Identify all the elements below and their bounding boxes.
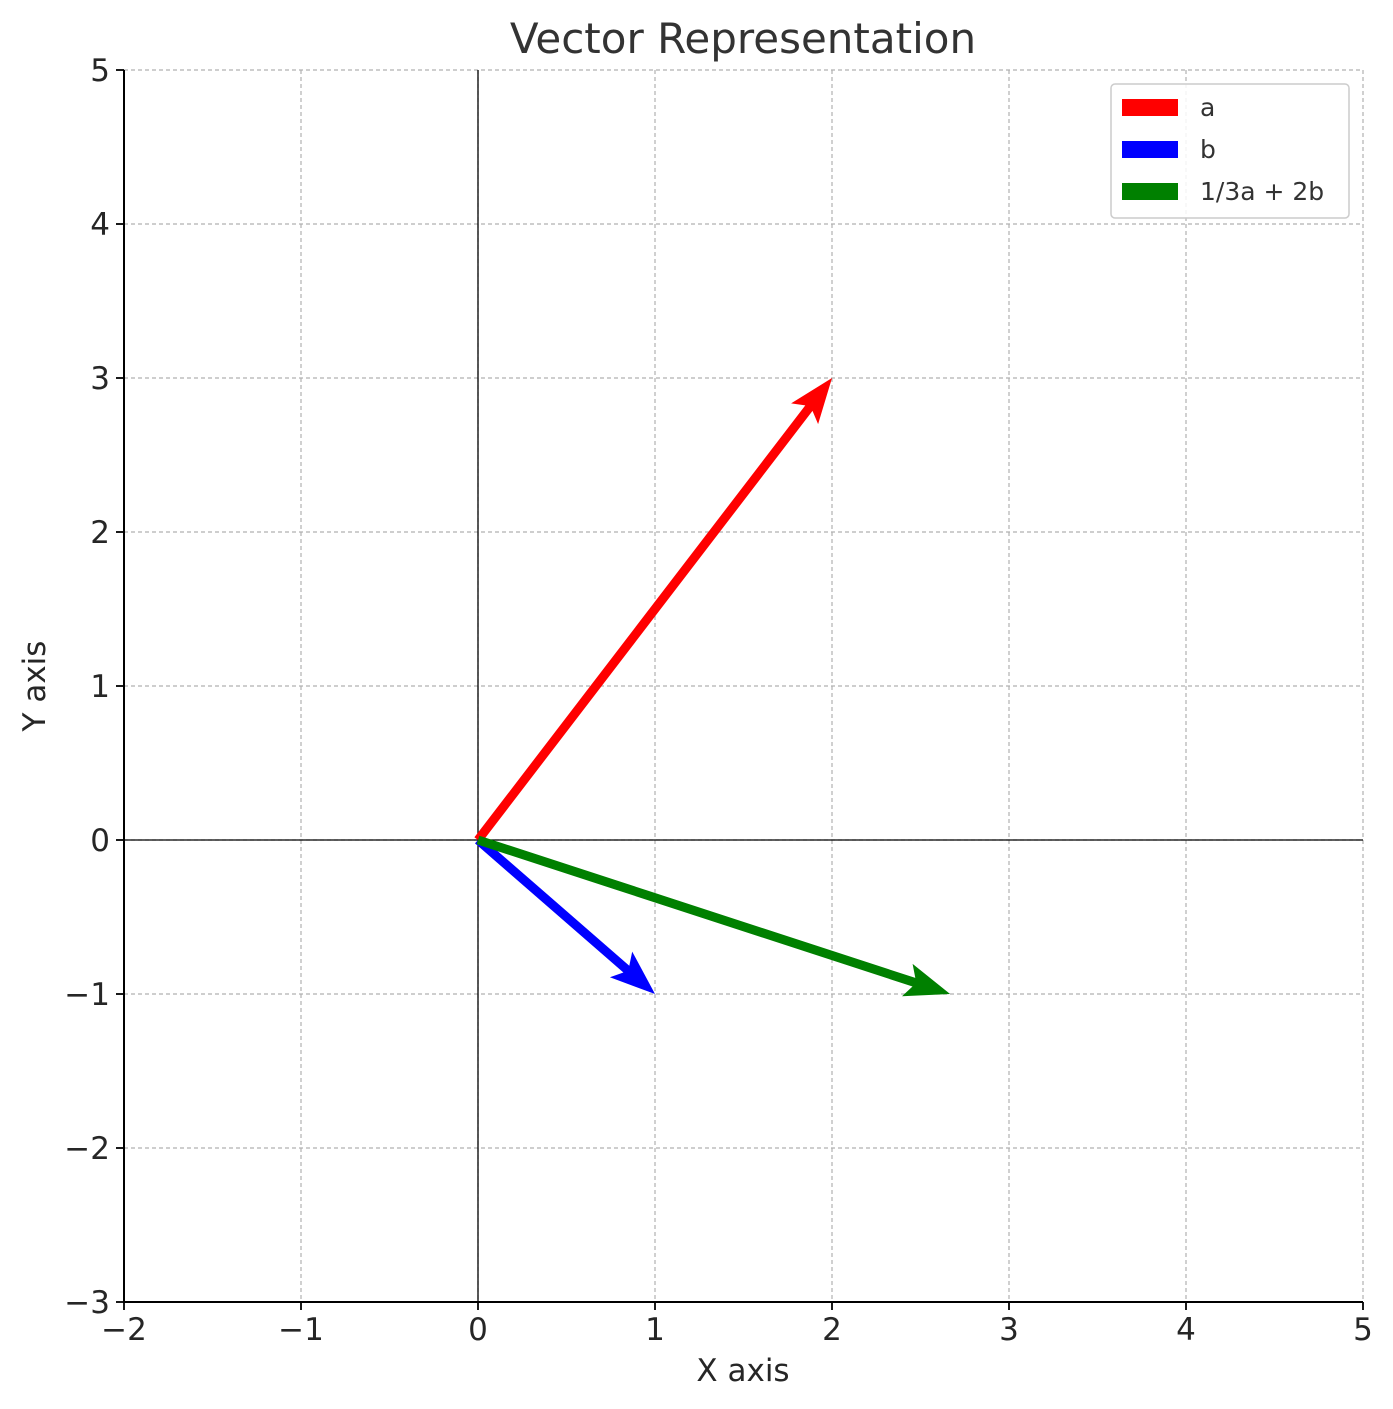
y-tick-label: 1 <box>90 669 110 705</box>
zero-lines <box>124 70 1363 1302</box>
y-tick-label: −2 <box>64 1131 110 1167</box>
vector-arrow-a <box>474 378 832 843</box>
legend-label-b: b <box>1200 135 1216 164</box>
y-tick-label: −3 <box>64 1285 110 1321</box>
y-tick-label: −1 <box>64 977 110 1013</box>
y-tick-label: 3 <box>90 361 110 397</box>
x-tick-label: 0 <box>468 1312 488 1348</box>
y-tick-label: 0 <box>90 823 110 859</box>
legend-swatch-a <box>1122 99 1178 116</box>
legend-label-a: a <box>1200 93 1215 122</box>
x-tick-label: 5 <box>1353 1312 1373 1348</box>
y-tick-label: 4 <box>90 207 110 243</box>
y-axis-label: Y axis <box>17 641 53 733</box>
vector-arrow-b <box>475 836 655 994</box>
x-tick-label: 3 <box>999 1312 1019 1348</box>
x-tick-label: 1 <box>645 1312 665 1348</box>
legend: ab 1/3a + 2b <box>1110 83 1350 219</box>
legend-label-1-3a-2b: 1/3a + 2b <box>1200 177 1324 206</box>
x-axis-label: X axis <box>696 1353 789 1389</box>
x-tick-label: −1 <box>278 1312 324 1348</box>
vector-arrow-1-3a-2b <box>476 835 951 997</box>
y-tick-label: 2 <box>90 515 110 551</box>
legend-swatch-1-3a-2b <box>1122 183 1178 200</box>
chart-title: Vector Representation <box>510 14 976 63</box>
vectors <box>474 378 951 997</box>
x-tick-label: −2 <box>101 1312 147 1348</box>
x-tick-label: 2 <box>822 1312 842 1348</box>
legend-swatch-b <box>1122 141 1178 158</box>
y-tick-label: 5 <box>90 53 110 89</box>
x-tick-label: 4 <box>1176 1312 1196 1348</box>
